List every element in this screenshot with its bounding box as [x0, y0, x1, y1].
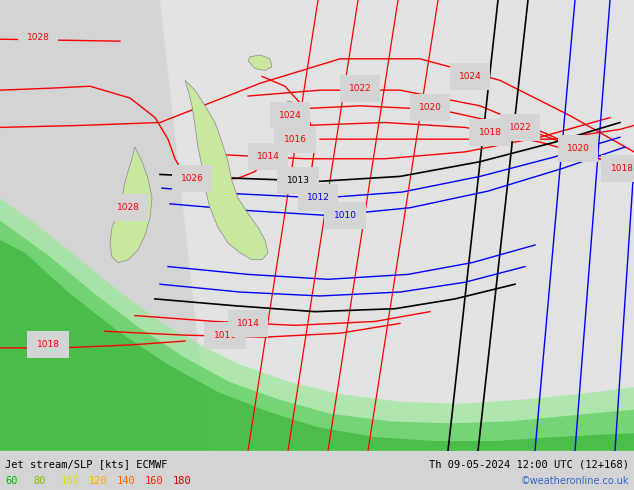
Text: 60: 60: [5, 476, 18, 486]
Text: 1018: 1018: [37, 341, 60, 349]
Polygon shape: [285, 101, 298, 113]
Text: 1020: 1020: [418, 103, 441, 112]
Polygon shape: [0, 240, 634, 451]
Polygon shape: [160, 0, 634, 451]
Text: 1016: 1016: [214, 331, 236, 340]
Text: 1013: 1013: [287, 176, 309, 185]
Text: 1018: 1018: [479, 128, 501, 137]
Text: Jet stream/SLP [kts] ECMWF: Jet stream/SLP [kts] ECMWF: [5, 460, 167, 469]
Text: 1018: 1018: [611, 164, 633, 173]
Text: 1022: 1022: [349, 84, 372, 93]
Polygon shape: [248, 55, 272, 71]
Polygon shape: [110, 147, 152, 263]
Polygon shape: [185, 80, 268, 260]
Text: 1026: 1026: [181, 174, 204, 183]
Text: 1012: 1012: [307, 194, 330, 202]
Text: 180: 180: [172, 476, 191, 486]
Text: 100: 100: [61, 476, 80, 486]
Text: 1024: 1024: [278, 111, 301, 120]
Text: 140: 140: [117, 476, 136, 486]
Text: ©weatheronline.co.uk: ©weatheronline.co.uk: [521, 476, 629, 486]
Text: 1016: 1016: [283, 135, 306, 144]
Text: 1028: 1028: [117, 203, 139, 212]
Text: 1010: 1010: [333, 211, 356, 220]
Text: 160: 160: [145, 476, 164, 486]
Text: 1024: 1024: [458, 72, 481, 81]
Polygon shape: [0, 220, 634, 451]
Polygon shape: [0, 198, 634, 451]
Text: Th 09-05-2024 12:00 UTC (12+168): Th 09-05-2024 12:00 UTC (12+168): [429, 460, 629, 469]
Text: 80: 80: [33, 476, 46, 486]
Text: 1014: 1014: [236, 319, 259, 328]
Text: 1014: 1014: [257, 152, 280, 161]
Text: 1022: 1022: [508, 123, 531, 132]
Text: 1028: 1028: [27, 33, 49, 42]
Text: 120: 120: [89, 476, 108, 486]
Text: 1020: 1020: [567, 145, 590, 153]
